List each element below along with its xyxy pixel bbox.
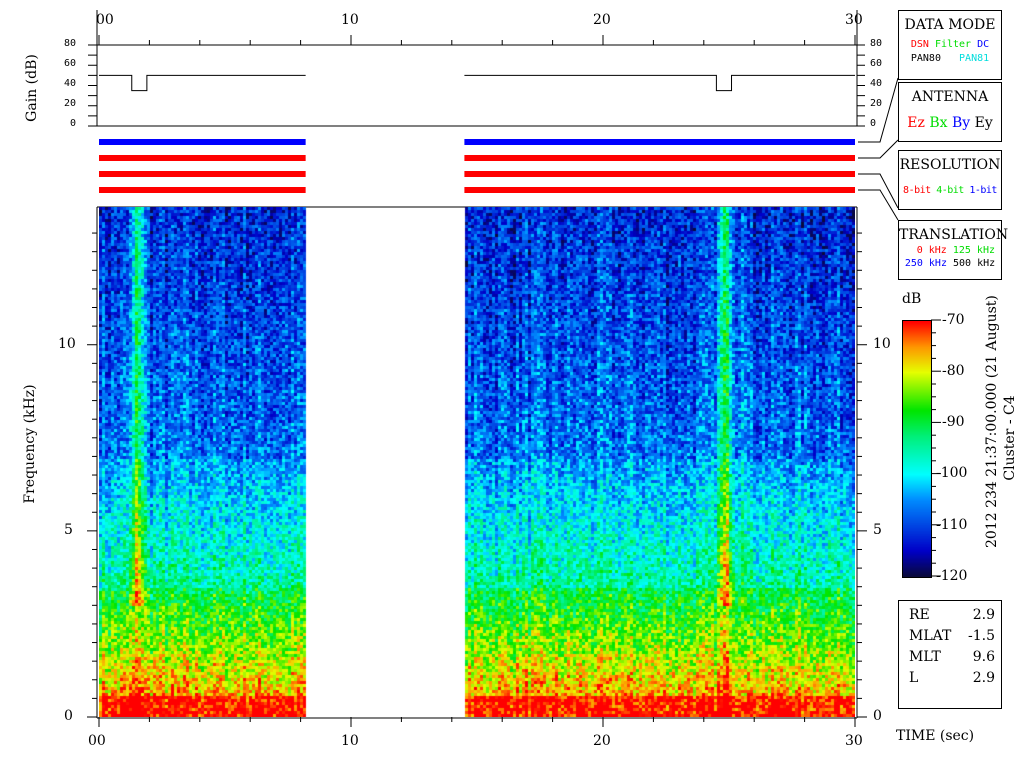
connector-line <box>858 139 899 159</box>
gain-tick-right: 80 <box>870 38 883 49</box>
x-tick-top: 10 <box>341 12 359 28</box>
x-tick-top: 00 <box>96 12 114 28</box>
connector-line <box>858 173 899 209</box>
gain-tick-right: 60 <box>870 58 883 69</box>
info-value: 9.6 <box>972 649 995 665</box>
y-tick-right: 10 <box>873 336 891 352</box>
x-axis-label: TIME (sec) <box>896 728 975 744</box>
mode-bar <box>464 155 855 161</box>
mode-bar <box>464 187 855 193</box>
info-value: 2.9 <box>972 670 995 686</box>
mode-bar <box>99 155 306 161</box>
mode-bar <box>464 171 855 177</box>
colorbar-tick: -70 <box>942 312 965 328</box>
res-1bit: 1-bit <box>969 185 997 196</box>
info-value: -1.5 <box>968 628 995 644</box>
x-tick-bottom: 30 <box>845 733 863 749</box>
colorbar-tick: -80 <box>942 363 965 379</box>
mode-dsn: DSN <box>910 39 929 50</box>
gain-tick: 60 <box>64 58 77 69</box>
chart-title: 2012 234 21:37:00.000 (21 August) <box>984 295 1000 548</box>
gain-tick: 20 <box>64 98 77 109</box>
antenna-ey: Ey <box>974 115 993 131</box>
info-key: MLAT <box>909 628 952 644</box>
connector-line <box>858 189 899 221</box>
y-tick: 5 <box>64 522 73 538</box>
translation-title: TRANSLATION <box>899 227 1009 243</box>
data-mode-box: DATA MODE DSN Filter DC PAN80 PAN81 <box>898 10 1002 80</box>
gain-line <box>464 74 855 92</box>
orbit-info-box: RE 2.9 MLAT -1.5 MLT 9.6 L 2.9 <box>898 600 1002 709</box>
y-tick: 0 <box>64 708 73 724</box>
trans-250: 250 kHz <box>904 258 947 269</box>
spectrogram <box>99 207 855 717</box>
y-axis-label: Frequency (kHz) <box>22 384 38 504</box>
trans-0: 0 kHz <box>916 245 947 256</box>
gain-line <box>99 74 306 92</box>
gain-axis-label: Gain (dB) <box>24 54 40 122</box>
colorbar-label: dB <box>902 291 922 307</box>
trans-500: 500 kHz <box>953 258 996 269</box>
x-tick-top: 20 <box>593 12 611 28</box>
y-tick: 10 <box>58 336 76 352</box>
resolution-box: RESOLUTION 8-bit 4-bit 1-bit <box>898 150 1002 210</box>
colorbar-tick: -90 <box>942 414 965 430</box>
mode-pan80: PAN80 <box>910 53 941 64</box>
gain-tick-right: 20 <box>870 98 883 109</box>
gain-tick: 0 <box>70 118 77 129</box>
res-8bit: 8-bit <box>903 185 931 196</box>
connector-line <box>858 77 899 143</box>
translation-box: TRANSLATION 0 kHz 125 kHz 250 kHz 500 kH… <box>898 220 1009 280</box>
mode-bar <box>99 171 306 177</box>
gain-tick: 80 <box>64 38 77 49</box>
colorbar <box>902 320 932 578</box>
x-tick-top: 30 <box>845 12 863 28</box>
info-key: MLT <box>909 649 941 665</box>
colorbar-tick: -120 <box>936 568 968 584</box>
x-tick-bottom: 20 <box>593 733 611 749</box>
x-tick-bottom: 10 <box>341 733 359 749</box>
antenna-bx: Bx <box>929 115 948 131</box>
y-tick-right: 5 <box>873 522 882 538</box>
res-4bit: 4-bit <box>936 185 964 196</box>
mode-filter: Filter <box>934 39 972 50</box>
resolution-title: RESOLUTION <box>899 157 1001 173</box>
mode-bar <box>99 139 306 145</box>
trans-125: 125 kHz <box>952 245 995 256</box>
colorbar-tick: -100 <box>936 465 968 481</box>
gain-tick-right: 0 <box>870 118 877 129</box>
info-value: 2.9 <box>972 607 995 623</box>
mode-pan81: PAN81 <box>959 53 990 64</box>
mode-dc: DC <box>977 39 990 50</box>
mode-bar <box>99 187 306 193</box>
antenna-title: ANTENNA <box>911 89 989 105</box>
antenna-by: By <box>951 115 971 131</box>
x-tick-bottom: 00 <box>88 733 106 749</box>
info-key: L <box>909 670 919 686</box>
data-mode-title: DATA MODE <box>904 17 996 33</box>
spacecraft-label: Cluster - C4 <box>1002 395 1018 481</box>
antenna-box: ANTENNA Ez Bx By Ey <box>898 82 1002 142</box>
mode-bar <box>464 139 855 145</box>
gain-tick: 40 <box>64 78 77 89</box>
info-key: RE <box>909 607 930 623</box>
gain-tick-right: 40 <box>870 78 883 89</box>
colorbar-tick: -110 <box>936 517 968 533</box>
y-tick-right: 0 <box>873 708 882 724</box>
antenna-ez: Ez <box>907 115 925 131</box>
